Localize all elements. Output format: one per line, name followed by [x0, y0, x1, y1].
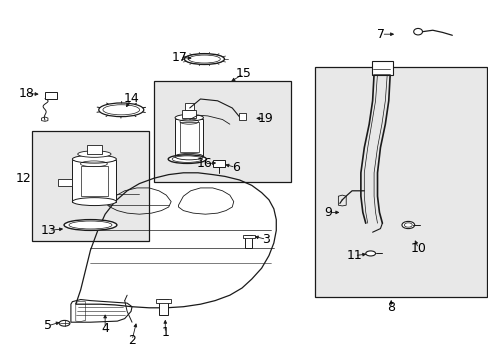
Text: 3: 3 — [262, 233, 270, 246]
Text: 19: 19 — [257, 112, 273, 125]
Ellipse shape — [175, 114, 203, 121]
Ellipse shape — [72, 155, 116, 163]
Bar — [175, 119, 203, 157]
Text: 1: 1 — [161, 327, 169, 339]
Bar — [154, 81, 290, 182]
Bar — [45, 92, 57, 99]
Bar — [315, 67, 486, 297]
Bar — [58, 179, 72, 186]
Bar — [182, 110, 196, 118]
Bar — [212, 160, 224, 167]
Ellipse shape — [78, 151, 111, 157]
Text: 11: 11 — [346, 249, 362, 262]
Ellipse shape — [72, 198, 116, 206]
Ellipse shape — [365, 251, 375, 256]
Ellipse shape — [168, 155, 206, 163]
Text: 4: 4 — [101, 322, 109, 335]
Text: 8: 8 — [386, 301, 394, 314]
Text: 14: 14 — [123, 93, 139, 105]
Text: 7: 7 — [377, 28, 385, 41]
Ellipse shape — [64, 220, 117, 230]
Text: 16: 16 — [196, 157, 212, 170]
Ellipse shape — [401, 221, 414, 229]
Bar — [371, 61, 392, 75]
Bar — [238, 113, 245, 120]
Bar — [245, 235, 252, 248]
Text: 18: 18 — [19, 87, 35, 100]
Ellipse shape — [413, 28, 422, 35]
Bar — [81, 166, 107, 196]
Bar — [156, 299, 170, 303]
Text: 15: 15 — [235, 67, 251, 80]
Text: 13: 13 — [41, 224, 57, 237]
Bar — [87, 145, 102, 154]
Text: 12: 12 — [16, 172, 31, 185]
Text: 2: 2 — [128, 334, 136, 347]
Bar — [184, 103, 193, 110]
Bar — [243, 235, 254, 238]
Text: 10: 10 — [410, 242, 426, 255]
Bar — [159, 299, 167, 315]
Text: 6: 6 — [231, 161, 239, 174]
Text: 17: 17 — [172, 51, 187, 64]
Bar — [72, 160, 116, 202]
Bar — [32, 131, 149, 241]
Ellipse shape — [59, 320, 70, 326]
Text: 9: 9 — [324, 206, 332, 219]
Text: 5: 5 — [44, 319, 52, 332]
Bar — [180, 122, 198, 152]
